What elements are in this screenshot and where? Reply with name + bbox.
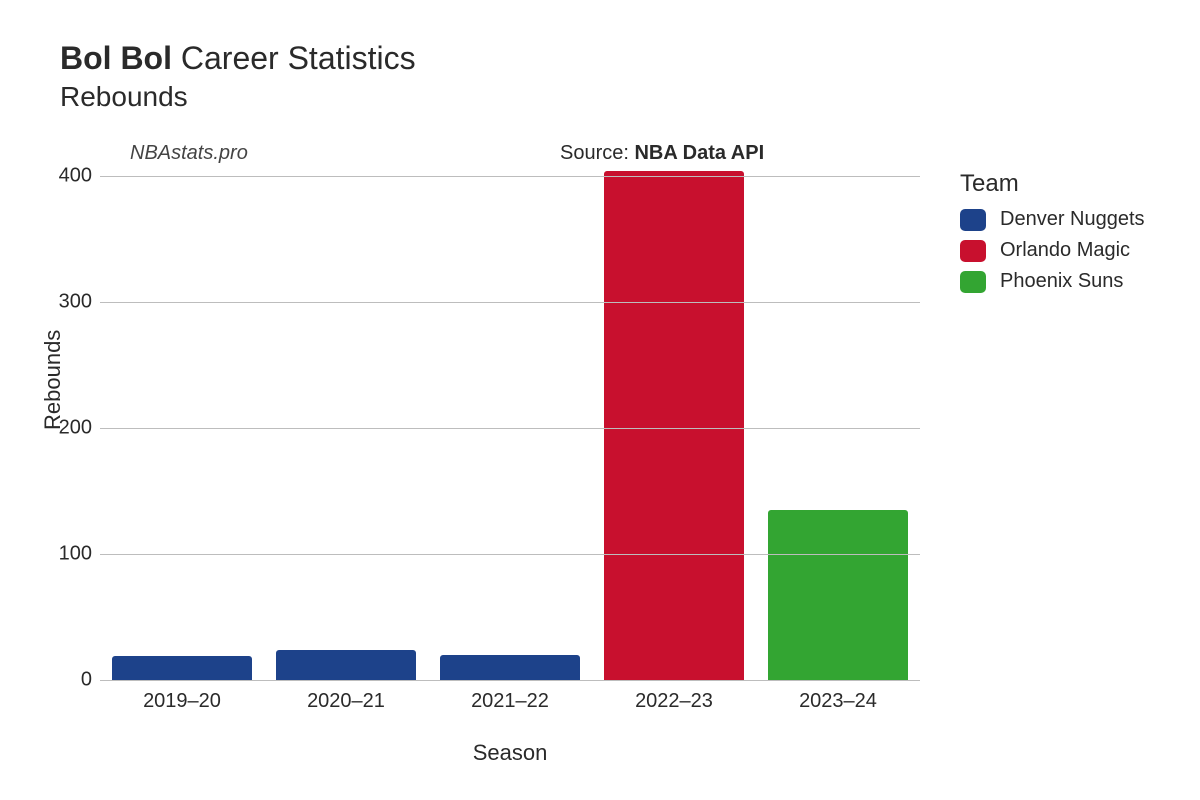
plot-area: 0100200300400 — [100, 170, 920, 680]
grid-line — [100, 302, 920, 303]
bar — [768, 510, 907, 680]
y-tick-label: 400 — [50, 165, 92, 188]
y-tick-label: 0 — [50, 669, 92, 692]
grid-line — [100, 680, 920, 681]
legend-items: Denver Nuggets Orlando Magic Phoenix Suns — [960, 208, 1145, 293]
x-tick-label: 2021–22 — [428, 690, 592, 713]
chart-subtitle: Rebounds — [60, 81, 416, 113]
legend-item: Denver Nuggets — [960, 208, 1145, 231]
y-tick-label: 100 — [50, 543, 92, 566]
chart-title: Bol Bol Career Statistics — [60, 40, 416, 77]
bar — [440, 655, 579, 680]
bar — [604, 171, 743, 680]
chart-container: Bol Bol Career Statistics Rebounds NBAst… — [0, 0, 1200, 800]
legend-label: Denver Nuggets — [1000, 208, 1145, 231]
legend-label: Phoenix Suns — [1000, 270, 1123, 293]
title-rest: Career Statistics — [172, 40, 416, 76]
legend-label: Orlando Magic — [1000, 239, 1130, 262]
source-name: NBA Data API — [634, 142, 764, 164]
x-tick-label: 2022–23 — [592, 690, 756, 713]
bar — [276, 650, 415, 680]
grid-line — [100, 176, 920, 177]
legend-swatch — [960, 271, 986, 293]
grid-line — [100, 428, 920, 429]
y-tick-label: 300 — [50, 291, 92, 314]
source-prefix: Source: — [560, 142, 634, 164]
bar — [112, 656, 251, 680]
legend: Team Denver Nuggets Orlando Magic Phoenix … — [960, 170, 1145, 301]
watermark-text: NBAstats.pro — [130, 142, 248, 165]
title-bold: Bol Bol — [60, 40, 172, 76]
legend-item: Orlando Magic — [960, 239, 1145, 262]
source-attribution: Source: NBA Data API — [560, 142, 764, 165]
legend-swatch — [960, 209, 986, 231]
x-axis-label: Season — [100, 740, 920, 766]
legend-swatch — [960, 240, 986, 262]
x-tick-label: 2023–24 — [756, 690, 920, 713]
grid-line — [100, 554, 920, 555]
chart-title-block: Bol Bol Career Statistics Rebounds — [60, 40, 416, 113]
x-tick-label: 2019–20 — [100, 690, 264, 713]
legend-title: Team — [960, 170, 1145, 198]
x-tick-label: 2020–21 — [264, 690, 428, 713]
bars-group — [100, 170, 920, 680]
y-tick-label: 200 — [50, 417, 92, 440]
y-axis-label: Rebounds — [40, 330, 66, 430]
legend-item: Phoenix Suns — [960, 270, 1145, 293]
